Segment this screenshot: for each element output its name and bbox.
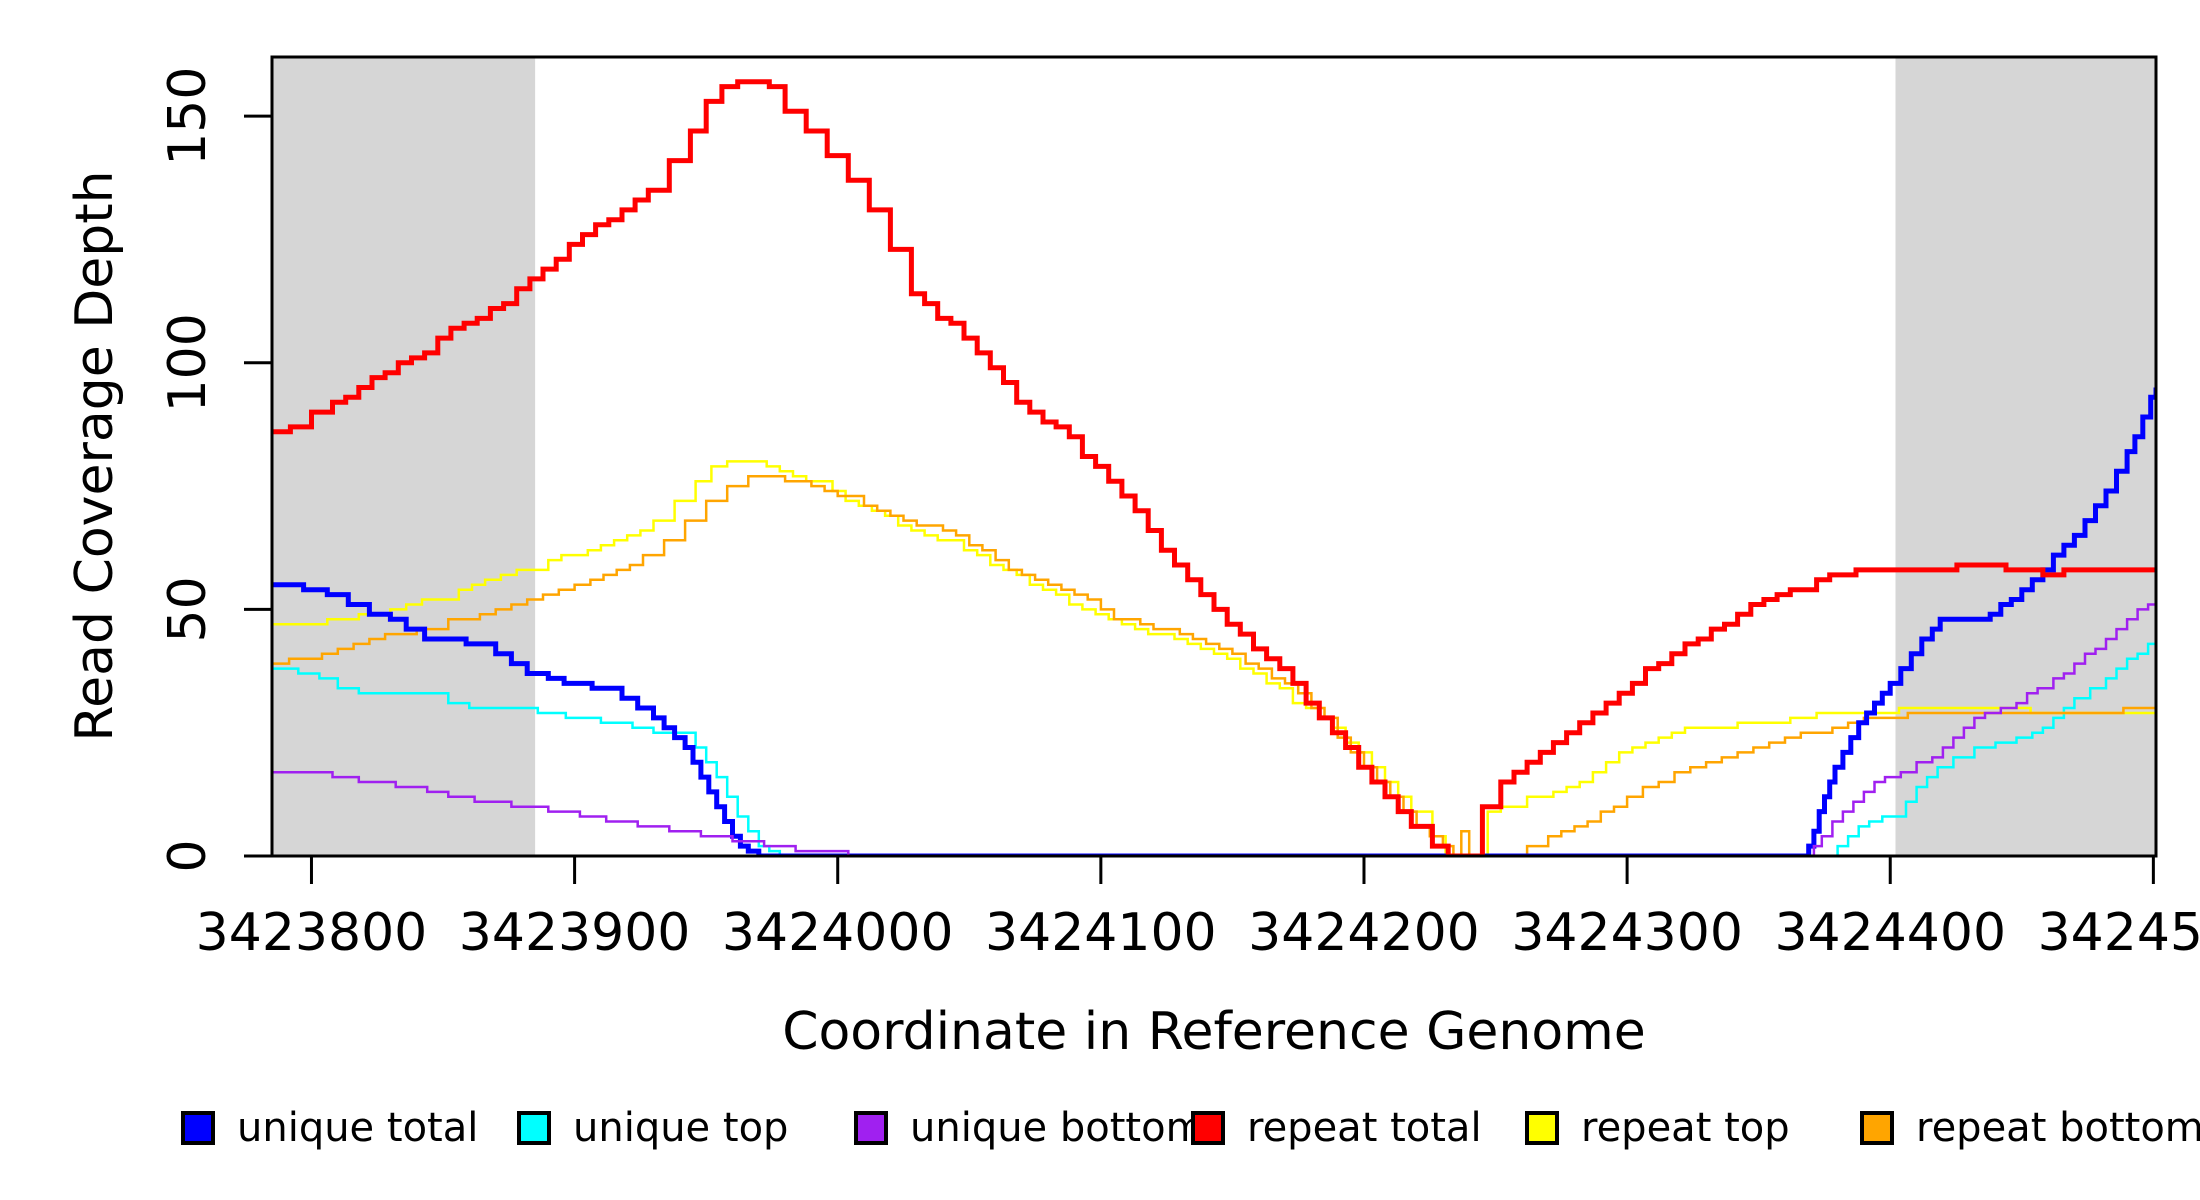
- legend-swatch-unique-bottom: [854, 1111, 888, 1145]
- legend-item-unique-bottom: unique bottom: [854, 1105, 1205, 1151]
- legend-swatch-repeat-total: [1191, 1111, 1225, 1145]
- x-tick-label: 3424300: [1511, 903, 1743, 963]
- legend-swatch-unique-total: [181, 1111, 215, 1145]
- legend-label: unique bottom: [910, 1105, 1205, 1151]
- x-tick-label: 3423800: [196, 903, 428, 963]
- legend-swatch-repeat-top: [1525, 1111, 1559, 1145]
- x-axis-title: Coordinate in Reference Genome: [782, 1002, 1646, 1062]
- series-line-unique-total: [272, 387, 2156, 856]
- series-line-repeat-bottom: [272, 474, 2156, 856]
- plot-frame: [270, 55, 2158, 858]
- series-line-repeat-top: [272, 460, 2156, 856]
- legend-label: unique total: [237, 1105, 479, 1151]
- y-tick-label: 100: [158, 313, 218, 412]
- legend-label: repeat bottom: [1916, 1105, 2200, 1151]
- x-tick-label: 3424500: [2038, 903, 2200, 963]
- legend-item-repeat-bottom: repeat bottom: [1860, 1105, 2200, 1151]
- legend-item-unique-top: unique top: [517, 1105, 789, 1151]
- y-axis-title: Read Coverage Depth: [65, 170, 125, 742]
- legend-swatch-repeat-bottom: [1860, 1111, 1894, 1145]
- legend-item-repeat-top: repeat top: [1525, 1105, 1790, 1151]
- x-tick-label: 3424100: [985, 903, 1217, 963]
- x-tick-label: 3424200: [1248, 903, 1480, 963]
- x-tick-label: 3423900: [459, 903, 691, 963]
- series-line-unique-bottom: [272, 599, 2156, 856]
- series-line-repeat-total: [272, 79, 2156, 856]
- legend-swatch-unique-top: [517, 1111, 551, 1145]
- legend-label: unique top: [573, 1105, 789, 1151]
- x-tick-label: 3424000: [722, 903, 954, 963]
- legend-item-repeat-total: repeat total: [1191, 1105, 1482, 1151]
- x-tick-label: 3424400: [1774, 903, 2006, 963]
- y-tick-label: 0: [158, 839, 218, 872]
- series-line-unique-top: [272, 642, 2156, 856]
- shaded-region-left: [272, 57, 536, 856]
- legend-label: repeat total: [1247, 1105, 1482, 1151]
- legend-label: repeat top: [1581, 1105, 1790, 1151]
- legend-item-unique-total: unique total: [181, 1105, 479, 1151]
- y-tick-label: 50: [158, 576, 218, 642]
- y-tick-label: 150: [158, 67, 218, 166]
- chart-legend: unique total unique top unique bottom repea…: [0, 1105, 2200, 1152]
- shaded-region-right: [1895, 57, 2156, 856]
